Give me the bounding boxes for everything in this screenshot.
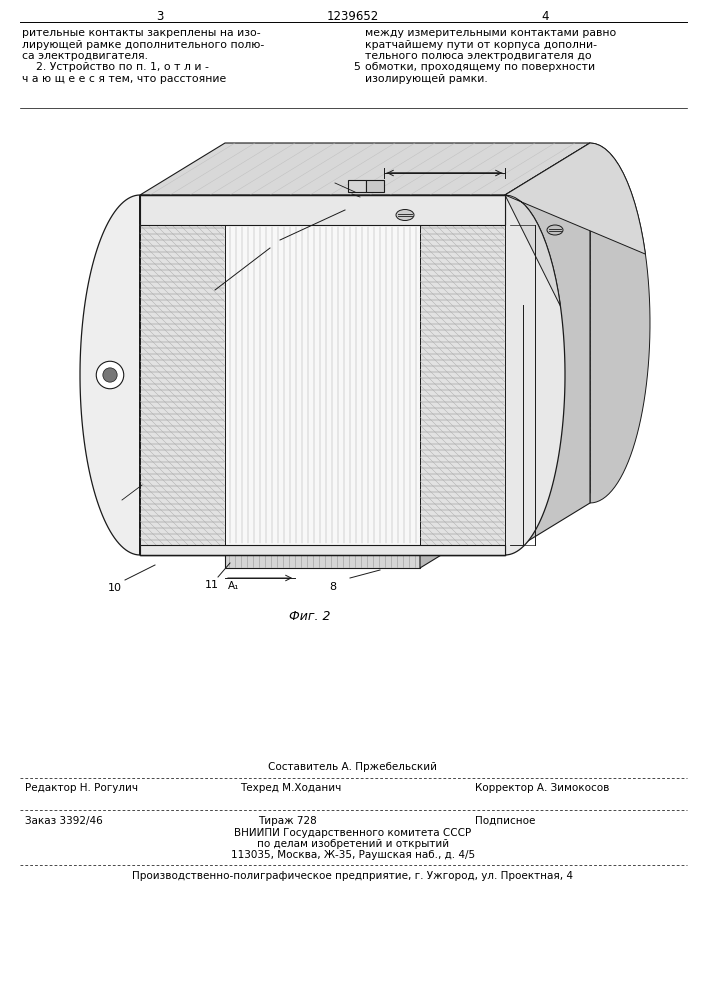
- Polygon shape: [140, 545, 505, 555]
- Polygon shape: [505, 173, 590, 545]
- Polygon shape: [140, 143, 590, 195]
- Text: обмотки, проходящему по поверхности: обмотки, проходящему по поверхности: [365, 62, 595, 73]
- Text: Составитель А. Пржебельский: Составитель А. Пржебельский: [269, 762, 438, 772]
- Text: 4: 4: [542, 10, 549, 23]
- Text: Редактор Н. Рогулич: Редактор Н. Рогулич: [25, 783, 138, 793]
- Text: lк: lк: [438, 163, 450, 176]
- Polygon shape: [420, 225, 505, 545]
- Polygon shape: [420, 493, 505, 568]
- Text: 113035, Москва, Ж-35, Раушская наб., д. 4/5: 113035, Москва, Ж-35, Раушская наб., д. …: [231, 850, 475, 860]
- Polygon shape: [140, 225, 225, 545]
- Text: Техред М.Ходанич: Техред М.Ходанич: [240, 783, 341, 793]
- Text: A: A: [325, 180, 332, 190]
- Text: A₃: A₃: [526, 420, 537, 430]
- Polygon shape: [140, 195, 505, 225]
- Text: 7: 7: [252, 244, 259, 254]
- Polygon shape: [225, 493, 505, 545]
- Polygon shape: [420, 225, 505, 545]
- Text: Корректор А. Зимокосов: Корректор А. Зимокосов: [475, 783, 609, 793]
- Text: ВНИИПИ Государственного комитета СССР: ВНИИПИ Государственного комитета СССР: [235, 828, 472, 838]
- Text: 2. Устройство по п. 1, о т л и -: 2. Устройство по п. 1, о т л и -: [22, 62, 209, 73]
- Polygon shape: [590, 143, 650, 503]
- Polygon shape: [505, 143, 645, 306]
- Text: Заказ 3392/46: Заказ 3392/46: [25, 816, 103, 826]
- Polygon shape: [140, 195, 505, 555]
- Text: A₂: A₂: [538, 380, 549, 390]
- Text: Тираж 728: Тираж 728: [258, 816, 317, 826]
- Polygon shape: [80, 195, 140, 555]
- Text: кратчайшему пути от корпуса дополни-: кратчайшему пути от корпуса дополни-: [365, 39, 597, 49]
- Text: по делам изобретений и открытий: по делам изобретений и открытий: [257, 839, 449, 849]
- Ellipse shape: [96, 361, 124, 389]
- Polygon shape: [225, 545, 420, 568]
- Text: 1239652: 1239652: [327, 10, 379, 23]
- Text: лирующей рамке дополнительного полю-: лирующей рамке дополнительного полю-: [22, 39, 264, 49]
- Text: 5: 5: [354, 62, 361, 73]
- Text: 6: 6: [341, 191, 348, 201]
- Ellipse shape: [396, 210, 414, 221]
- Text: тельного полюса электродвигателя до: тельного полюса электродвигателя до: [365, 51, 592, 61]
- Text: 11: 11: [205, 580, 219, 590]
- Text: 12: 12: [100, 495, 114, 505]
- Polygon shape: [505, 143, 590, 555]
- Ellipse shape: [547, 225, 563, 235]
- Polygon shape: [225, 225, 420, 545]
- Text: Подписное: Подписное: [475, 816, 535, 826]
- Polygon shape: [505, 195, 565, 555]
- Text: 3: 3: [156, 10, 164, 23]
- Text: са электродвигателя.: са электродвигателя.: [22, 51, 148, 61]
- Text: между измерительными контактами равно: между измерительными контактами равно: [365, 28, 617, 38]
- Polygon shape: [140, 225, 225, 545]
- Polygon shape: [366, 180, 384, 192]
- Polygon shape: [140, 545, 505, 555]
- Polygon shape: [140, 195, 505, 225]
- Polygon shape: [420, 173, 590, 225]
- Text: Фиг. 2: Фиг. 2: [289, 610, 331, 623]
- Ellipse shape: [103, 368, 117, 382]
- Text: рительные контакты закреплены на изо-: рительные контакты закреплены на изо-: [22, 28, 261, 38]
- Text: 8: 8: [329, 582, 337, 592]
- Polygon shape: [225, 143, 590, 158]
- Text: ч а ю щ е е с я тем, что расстояние: ч а ю щ е е с я тем, что расстояние: [22, 74, 226, 84]
- Text: 10: 10: [108, 583, 122, 593]
- Polygon shape: [225, 225, 420, 545]
- Text: A₁: A₁: [228, 581, 240, 591]
- Text: Производственно-полиграфическое предприятие, г. Ужгород, ул. Проектная, 4: Производственно-полиграфическое предприя…: [132, 871, 573, 881]
- Text: изолирующей рамки.: изолирующей рамки.: [365, 74, 488, 84]
- Polygon shape: [348, 180, 366, 192]
- Text: 9: 9: [192, 294, 199, 304]
